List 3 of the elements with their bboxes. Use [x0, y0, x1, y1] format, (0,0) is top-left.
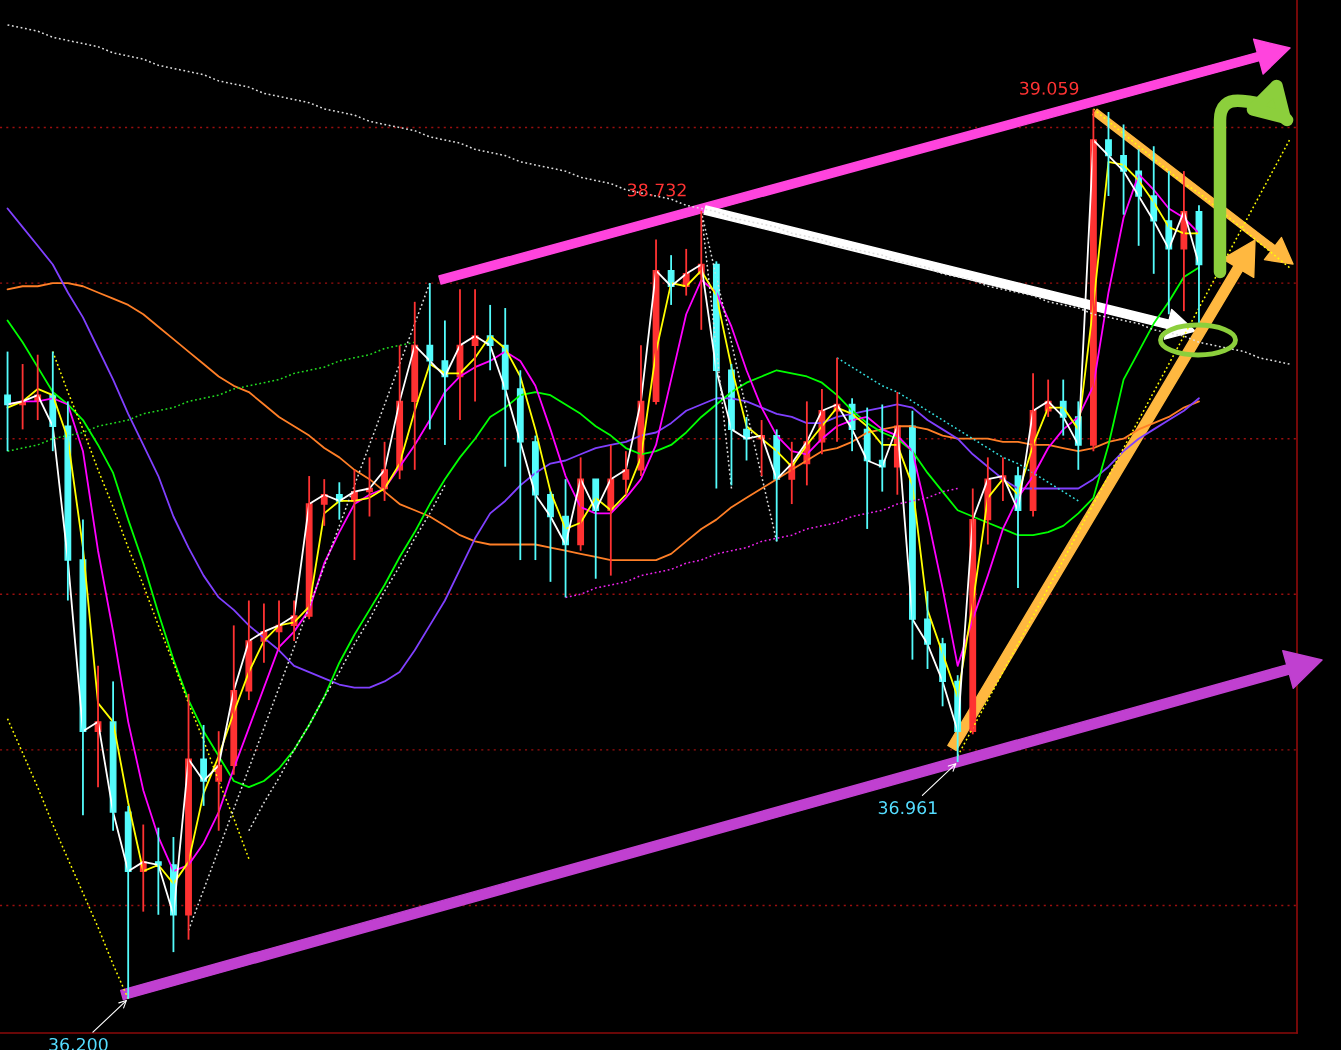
annotation: 36.961	[878, 801, 937, 815]
annotation: 38.732	[627, 183, 686, 197]
annotation: 39.059	[1020, 81, 1079, 95]
